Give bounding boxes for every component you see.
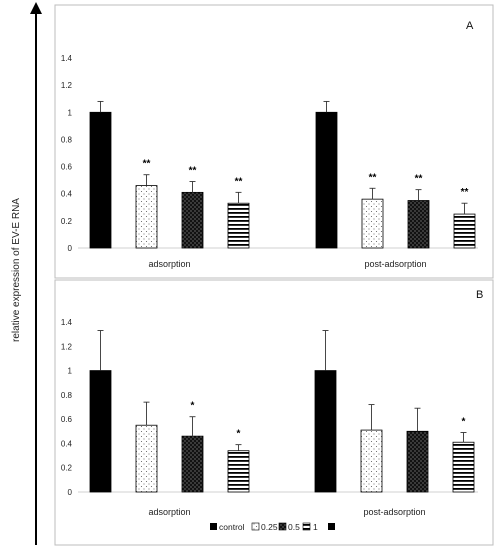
- significance-label: **: [369, 172, 377, 183]
- y-tick-label: 1.2: [61, 81, 73, 90]
- bar-0.25-post-adsorption: [361, 198, 384, 249]
- bar-0.5-post-adsorption: [407, 200, 430, 249]
- legend-label-0.25: 0.25: [261, 522, 278, 532]
- bar-0.5-post-adsorption: [406, 430, 429, 493]
- bar-control-adsorption: [89, 370, 112, 493]
- legend-swatch-extra: [328, 523, 335, 530]
- panel-a-frame: [54, 4, 494, 279]
- y-tick-label: 0.4: [61, 190, 73, 199]
- panel-a-letter: A: [466, 20, 474, 32]
- y-tick-label: 0.4: [61, 439, 73, 448]
- panel-b-frame: [54, 279, 494, 546]
- category-label: post-adsorption: [364, 259, 426, 269]
- bar-1-adsorption: [227, 202, 250, 249]
- category-label: post-adsorption: [363, 507, 425, 517]
- y-tick-label: 1: [68, 108, 73, 117]
- significance-label: *: [237, 429, 241, 440]
- legend-label-1: 1: [313, 522, 318, 532]
- y-tick-label: 0.2: [61, 464, 73, 473]
- significance-label: *: [462, 417, 466, 428]
- legend-label-0.5: 0.5: [288, 522, 300, 532]
- y-tick-label: 1.4: [61, 54, 73, 63]
- legend-label-control: control: [219, 522, 245, 532]
- y-tick-label: 0.6: [61, 163, 73, 172]
- panel-b-chart: 0 0.2 0.4 0.6 0.8 1 1.2 1.4 * * * adsorption post-ad…: [61, 318, 478, 517]
- y-tick-label: 0: [68, 244, 73, 253]
- y-tick-label: 0: [68, 488, 73, 497]
- legend-swatch-1: [302, 522, 311, 531]
- significance-label: *: [191, 401, 195, 412]
- y-tick-label: 1: [68, 367, 73, 376]
- y-tick-label: 0.8: [61, 135, 73, 144]
- bar-1-post-adsorption: [453, 213, 476, 249]
- significance-label: **: [235, 176, 243, 187]
- y-tick-label: 0.6: [61, 415, 73, 424]
- bar-0.25-adsorption: [135, 424, 158, 493]
- significance-label: **: [143, 159, 151, 170]
- bar-0.5-adsorption: [181, 191, 204, 249]
- panel-b-letter: B: [476, 289, 483, 301]
- category-label: adsorption: [148, 507, 190, 517]
- significance-label: **: [189, 166, 197, 177]
- y-tick-label: 1.2: [61, 342, 73, 351]
- legend-swatch-control: [210, 523, 217, 530]
- panel-a-chart: 0 0.2 0.4 0.6 0.8 1 1.2 1.4 ** ** ** ** ** ** adsorpti…: [61, 54, 478, 269]
- bar-control-adsorption: [89, 111, 112, 249]
- bar-1-post-adsorption: [452, 441, 475, 493]
- bar-1-adsorption: [227, 450, 250, 493]
- y-tick-label: 0.2: [61, 217, 73, 226]
- y-arrow-head: [30, 2, 42, 14]
- bar-control-post-adsorption: [315, 111, 338, 249]
- legend-swatch-0.5: [278, 522, 287, 531]
- bar-0.25-post-adsorption: [360, 429, 383, 493]
- category-label: adsorption: [148, 259, 190, 269]
- bar-0.5-adsorption: [181, 435, 204, 493]
- y-axis-label: relative expression of EV-E RNA: [11, 198, 22, 342]
- legend: control 0.25 0.5 1: [210, 522, 335, 532]
- bar-0.25-adsorption: [135, 185, 158, 249]
- y-tick-label: 0.8: [61, 391, 73, 400]
- y-tick-label: 1.4: [61, 318, 73, 327]
- significance-label: **: [415, 174, 423, 185]
- bar-control-post-adsorption: [314, 370, 337, 493]
- legend-swatch-0.25: [251, 522, 260, 531]
- significance-label: **: [461, 187, 469, 198]
